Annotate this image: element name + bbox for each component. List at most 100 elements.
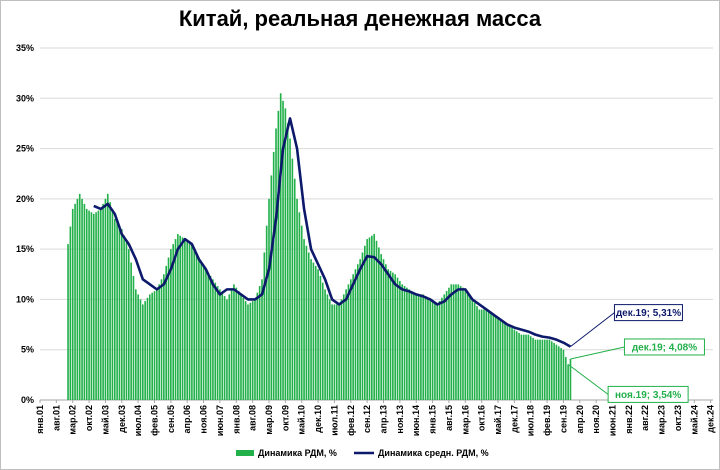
bar <box>567 364 569 400</box>
bar <box>233 284 235 400</box>
y-tick-label: 25% <box>16 144 34 154</box>
bar <box>392 272 394 400</box>
x-tick-label: июл.11 <box>329 405 339 436</box>
bar <box>473 302 476 400</box>
bar <box>539 339 541 400</box>
x-tick-label: окт.09 <box>280 405 290 431</box>
bar <box>249 302 252 400</box>
bar <box>149 294 151 400</box>
x-tick-label: мар.02 <box>68 405 78 435</box>
bar <box>268 198 270 400</box>
y-tick-label: 20% <box>16 194 34 204</box>
bar <box>244 301 247 400</box>
bar <box>188 242 191 400</box>
bar <box>97 210 100 400</box>
bar <box>163 274 165 400</box>
bar <box>291 158 294 400</box>
bar <box>431 301 434 400</box>
bar <box>321 282 324 400</box>
bar <box>459 286 462 400</box>
legend-label-bars: Динамика РДМ, % <box>258 448 337 458</box>
bar <box>179 235 182 400</box>
x-tick-label: ноя.20 <box>591 405 601 434</box>
bar <box>406 287 408 400</box>
bar <box>88 210 90 400</box>
line-series <box>93 117 572 348</box>
bar <box>230 289 233 400</box>
bar <box>317 269 319 400</box>
bar <box>116 222 118 400</box>
x-tick-label: янв.01 <box>35 405 45 434</box>
annotation-leader <box>570 346 625 360</box>
bar <box>78 193 81 400</box>
bar <box>506 324 509 400</box>
y-tick-label: 35% <box>16 43 34 53</box>
x-tick-label: июл.04 <box>133 405 143 436</box>
bar <box>361 252 364 400</box>
bar <box>469 296 471 400</box>
legend: Динамика РДМ, % Динамика средн. РДМ, % <box>236 448 489 458</box>
bar <box>95 212 97 400</box>
bar <box>548 339 551 400</box>
bar <box>492 314 495 400</box>
bar <box>485 309 488 400</box>
bar <box>452 284 455 400</box>
bar <box>522 334 525 400</box>
bar <box>422 294 425 400</box>
x-tick-label: май.17 <box>493 405 503 435</box>
bar <box>263 252 266 400</box>
bar <box>223 296 226 400</box>
legend-swatch-bars <box>236 450 254 456</box>
bar <box>240 294 242 400</box>
legend-label-line: Динамика средн. РДМ, % <box>378 448 489 458</box>
x-tick-label: фев.19 <box>542 405 552 436</box>
bar <box>310 259 312 400</box>
bar <box>375 240 378 400</box>
bar-series <box>67 93 572 401</box>
bar <box>394 274 397 400</box>
bar <box>413 292 415 400</box>
bar <box>443 294 446 400</box>
y-axis-tick-labels: 0% 5% 10% 15% 20% 25% 30% 35% <box>16 43 34 405</box>
bar <box>529 336 532 400</box>
x-tick-label: май.10 <box>297 405 307 435</box>
bar <box>553 343 555 400</box>
bar <box>71 208 74 400</box>
x-tick-label: дек.17 <box>509 405 519 433</box>
bar <box>342 294 345 400</box>
x-tick-label: янв.15 <box>428 405 438 434</box>
bar <box>478 309 481 400</box>
x-tick-label: июн.21 <box>608 405 618 436</box>
bar <box>319 275 322 400</box>
bar <box>501 321 504 400</box>
bar <box>335 304 338 400</box>
x-tick-label: мар.09 <box>264 405 274 435</box>
bar <box>312 262 315 400</box>
bar <box>275 128 277 400</box>
bar <box>550 341 553 400</box>
x-tick-label: июл.18 <box>526 405 536 436</box>
annotation-label: дек.19; 5,31% <box>616 308 681 319</box>
bar <box>324 289 326 400</box>
bar <box>195 254 198 400</box>
bar <box>242 297 245 400</box>
bar <box>205 269 207 400</box>
bar <box>81 198 83 400</box>
x-tick-label: дек.24 <box>706 405 716 433</box>
bar <box>387 269 390 400</box>
bar <box>385 264 387 400</box>
bar <box>541 339 544 400</box>
x-tick-label: авг.01 <box>51 405 61 431</box>
bar <box>354 269 357 400</box>
bar <box>515 331 518 400</box>
bar <box>429 299 432 400</box>
bar <box>352 274 354 400</box>
annotation-label: дек.19; 4,08% <box>632 342 697 353</box>
bar <box>410 291 413 400</box>
bar <box>167 257 170 400</box>
bar <box>139 299 142 400</box>
bar <box>445 291 448 400</box>
bar <box>251 301 254 400</box>
bar <box>441 297 443 400</box>
x-tick-label: авг.15 <box>444 405 454 431</box>
